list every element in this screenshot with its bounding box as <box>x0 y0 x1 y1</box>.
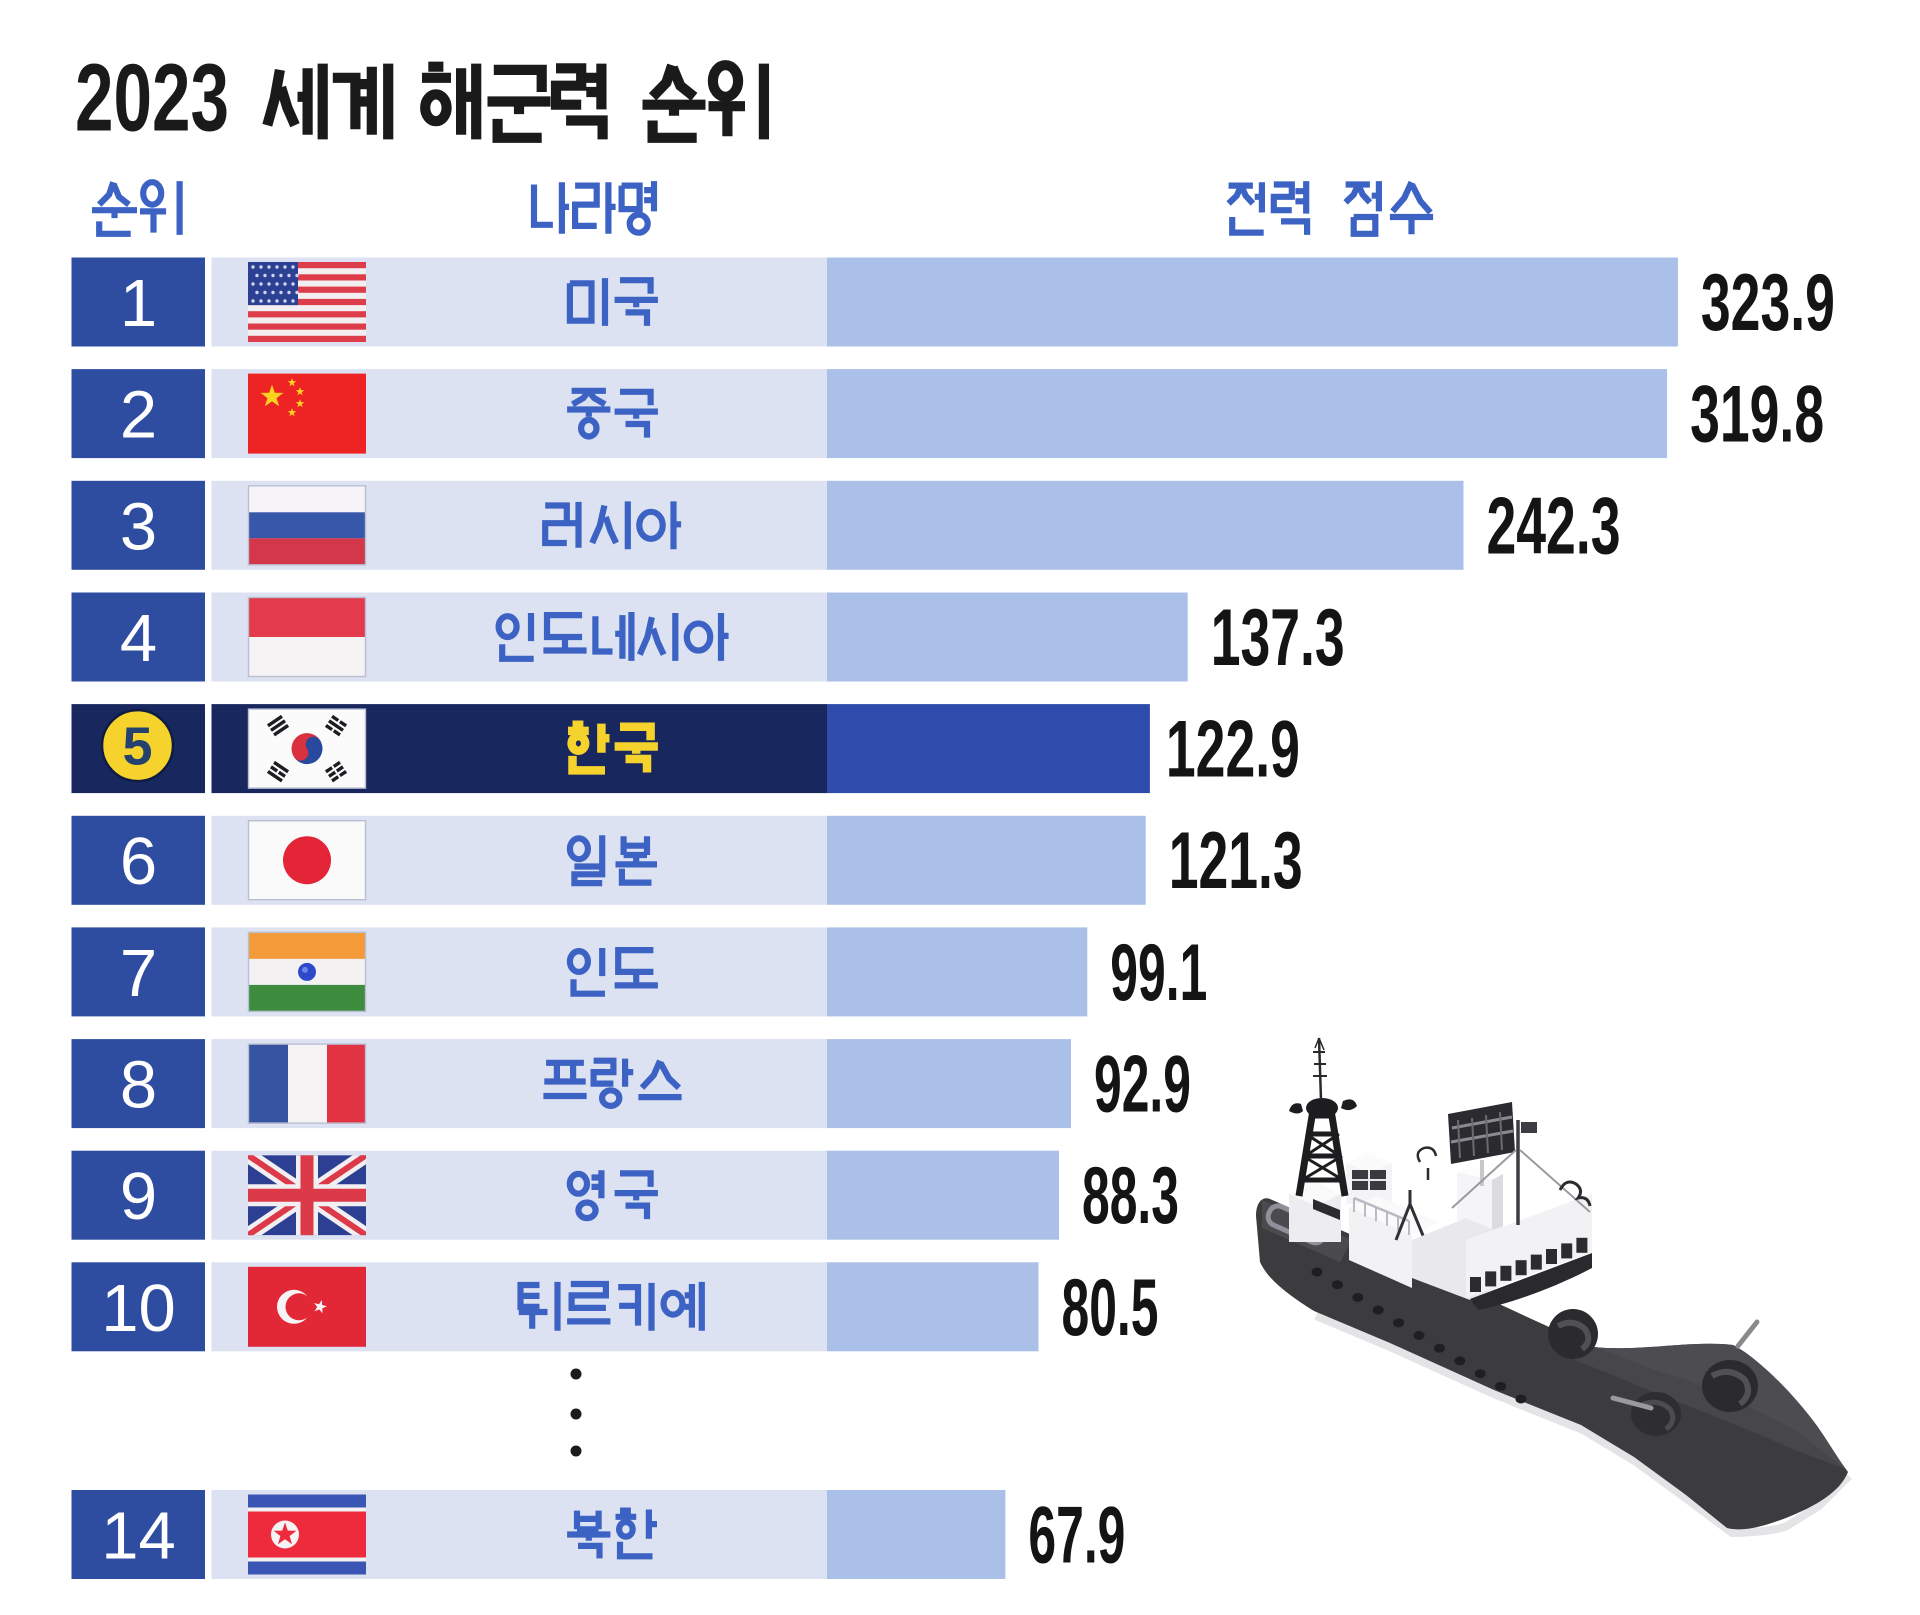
svg-text:137.3: 137.3 <box>1211 593 1345 683</box>
svg-text:8: 8 <box>120 1048 157 1123</box>
svg-text:1: 1 <box>120 266 157 341</box>
svg-text:121.3: 121.3 <box>1169 816 1303 906</box>
svg-text:14: 14 <box>101 1499 176 1574</box>
svg-text:88.3: 88.3 <box>1082 1151 1179 1241</box>
svg-text:9: 9 <box>120 1159 157 1234</box>
svg-text:67.9: 67.9 <box>1028 1491 1125 1581</box>
svg-text:2023: 2023 <box>75 45 229 152</box>
svg-text:323.9: 323.9 <box>1701 258 1835 348</box>
svg-text:6: 6 <box>120 824 157 899</box>
svg-text:7: 7 <box>120 936 157 1011</box>
svg-text:10: 10 <box>101 1271 176 1346</box>
svg-text:2: 2 <box>120 378 157 453</box>
svg-text:4: 4 <box>120 601 157 676</box>
svg-text:92.9: 92.9 <box>1094 1040 1191 1130</box>
svg-text:319.8: 319.8 <box>1690 370 1824 460</box>
svg-text:122.9: 122.9 <box>1166 705 1300 795</box>
svg-text:242.3: 242.3 <box>1487 481 1621 571</box>
svg-text:80.5: 80.5 <box>1062 1263 1159 1353</box>
svg-text:3: 3 <box>120 489 157 564</box>
svg-text:99.1: 99.1 <box>1110 928 1207 1018</box>
svg-text:5: 5 <box>122 717 152 777</box>
